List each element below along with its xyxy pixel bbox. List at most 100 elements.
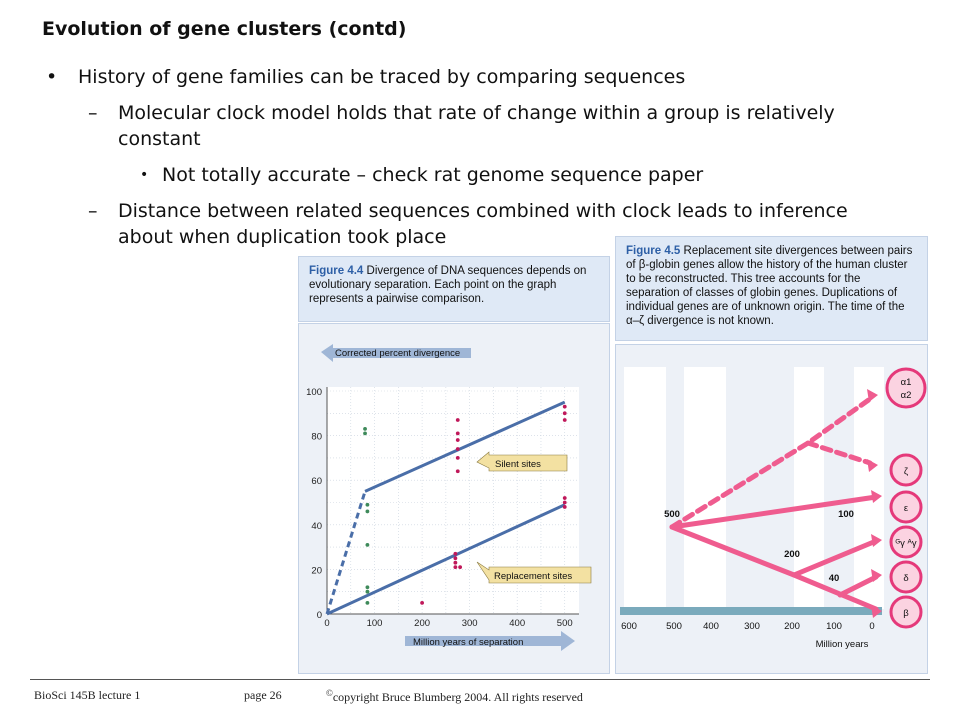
gene-label: δ	[903, 573, 908, 584]
y-tick-label: 0	[317, 610, 322, 621]
node-label: 500	[664, 509, 680, 520]
time-tick-label: 200	[784, 621, 800, 632]
gene-label: ᴳγ ᴬγ	[895, 538, 916, 549]
data-point	[455, 447, 460, 451]
dash-2: – Distance between related sequences com…	[88, 198, 878, 250]
gene-label: α1	[901, 377, 912, 388]
figure-4-5-caption: Figure 4.5 Replacement site divergences …	[615, 236, 928, 341]
dash-marker: –	[88, 102, 98, 124]
gene-label: β	[903, 608, 909, 619]
dash-1-text: Molecular clock model holds that rate of…	[118, 102, 835, 150]
x-tick-label: 400	[509, 618, 525, 629]
dash-1: – Molecular clock model holds that rate …	[88, 100, 878, 152]
time-tick-label: 400	[703, 621, 719, 632]
time-axis-bar	[620, 607, 882, 615]
data-point	[562, 411, 567, 416]
branch-arrowhead	[871, 534, 882, 547]
silent-fit-line	[364, 400, 566, 493]
figure-4-5-caption-text: Replacement site divergences between pai…	[626, 245, 913, 327]
figure-4-4-panel: 0 20 40 60 80 100 0 100 200 300 400 500 Corrected pe…	[298, 323, 610, 674]
data-point	[365, 509, 370, 514]
footer-page: page 26	[244, 688, 282, 702]
bullet-marker: •	[46, 66, 58, 88]
gene-circle	[889, 490, 923, 524]
gene-circle	[889, 453, 923, 487]
divergence-scatter-chart: 0 20 40 60 80 100 0 100 200 300 400 500 Corrected pe…	[306, 344, 592, 651]
gene-circle	[889, 595, 923, 629]
node-label: 200	[784, 549, 800, 560]
silent-fit-dashed	[325, 490, 367, 615]
slide-title: Evolution of gene clusters (contd)	[42, 18, 407, 40]
data-point	[420, 600, 424, 605]
time-tick-label: 0	[869, 621, 874, 632]
footer-copyright: ©copyright Bruce Blumberg 2004. All righ…	[326, 688, 583, 705]
sub-bullet-1: • Not totally accurate – check rat genom…	[140, 162, 922, 188]
branch-arrowhead	[871, 569, 882, 582]
sub-bullet-1-text: Not totally accurate – check rat genome …	[162, 164, 704, 186]
node-label: 40	[829, 573, 840, 584]
y-tick-label: 40	[311, 521, 322, 532]
footer-divider	[30, 679, 930, 680]
bullet-1-text: History of gene families can be traced b…	[78, 66, 686, 88]
dash-2-text: Distance between related sequences combi…	[118, 200, 848, 248]
data-point	[365, 600, 370, 605]
data-point	[455, 469, 460, 474]
gene-circle	[885, 367, 927, 409]
data-point	[453, 565, 458, 570]
data-point	[455, 456, 460, 460]
x-tick-label: 500	[557, 618, 573, 629]
data-point	[455, 418, 460, 422]
time-axis-label: Million years	[816, 639, 869, 650]
x-axis-arrow	[405, 631, 575, 651]
branch-zeta	[805, 440, 873, 466]
time-tick-label: 500	[666, 621, 682, 632]
data-point	[365, 589, 370, 594]
time-band	[624, 367, 666, 609]
branch-gamma	[791, 538, 879, 578]
x-tick-label: 0	[324, 618, 329, 629]
y-axis-arrow	[321, 344, 471, 362]
branch-epsilon	[669, 494, 879, 530]
figure-4-4-caption-text: Divergence of DNA sequences depends on e…	[309, 265, 587, 305]
replacement-sites-label: Replacement sites	[494, 571, 572, 582]
footer-course: BioSci 145B lecture 1	[34, 688, 141, 702]
time-tick-label: 600	[621, 621, 637, 632]
time-tick-label: 100	[826, 621, 842, 632]
figure-4-5-label: Figure 4.5	[626, 245, 681, 257]
x-tick-label: 100	[367, 618, 383, 629]
gene-circle	[889, 525, 923, 559]
silent-sites-label: Silent sites	[495, 459, 541, 470]
y-axis-arrow-label: Corrected percent divergence	[335, 348, 460, 359]
y-tick-label: 20	[311, 565, 322, 576]
time-tick-label: 300	[744, 621, 760, 632]
branch-arrowhead	[867, 459, 878, 472]
data-point	[455, 438, 460, 442]
data-point	[562, 505, 567, 509]
copyright-text: copyright Bruce Blumberg 2004. All right…	[332, 690, 583, 704]
time-band	[854, 367, 884, 609]
node-label: 100	[838, 509, 854, 520]
data-point	[453, 556, 458, 561]
branch-arrowhead	[871, 490, 882, 503]
gene-label: α2	[901, 390, 912, 401]
data-point	[562, 404, 567, 409]
data-point	[455, 431, 460, 436]
data-point	[365, 542, 370, 547]
data-point	[562, 418, 567, 422]
silent-sites-callout	[476, 451, 568, 472]
replacement-fit-line	[326, 503, 566, 616]
figure-4-4-label: Figure 4.4	[309, 265, 364, 277]
data-point	[562, 496, 567, 500]
gene-label: ε	[904, 503, 909, 514]
bullet-1: • History of gene families can be traced…	[46, 64, 918, 90]
x-tick-label: 200	[414, 618, 430, 629]
sub-bullet-marker: •	[140, 167, 149, 183]
gene-label: ζ	[904, 466, 909, 477]
data-point	[458, 565, 463, 570]
gene-circle	[889, 560, 923, 594]
data-point	[453, 560, 458, 565]
data-point	[453, 551, 458, 556]
time-band	[684, 367, 726, 609]
branch-arrowhead	[871, 605, 882, 618]
